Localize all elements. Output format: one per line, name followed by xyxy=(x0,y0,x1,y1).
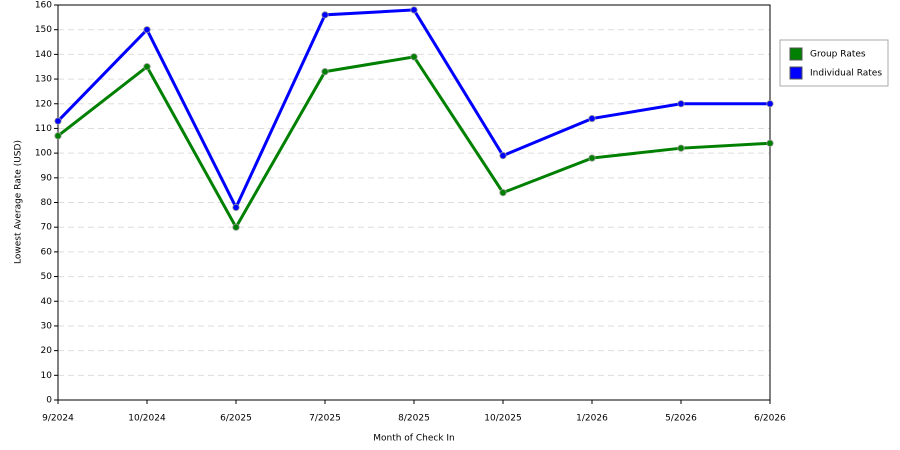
y-tick-label: 20 xyxy=(41,346,53,356)
data-point xyxy=(54,132,62,140)
y-tick-label: 0 xyxy=(46,396,52,406)
data-point xyxy=(232,223,240,231)
y-tick-label: 70 xyxy=(41,223,53,233)
data-point xyxy=(677,100,685,108)
y-tick-label: 30 xyxy=(41,321,53,331)
data-point xyxy=(677,144,685,152)
y-tick-label: 140 xyxy=(35,50,52,60)
x-tick-label: 10/2025 xyxy=(484,414,521,424)
series-line xyxy=(57,55,771,231)
legend-label: Group Rates xyxy=(810,50,866,60)
data-point xyxy=(321,11,329,19)
y-tick-label: 10 xyxy=(41,371,53,381)
x-tick-label: 9/2024 xyxy=(42,414,74,424)
data-point xyxy=(321,68,329,76)
data-point xyxy=(588,154,596,162)
data-point xyxy=(410,53,418,61)
legend-label: Individual Rates xyxy=(810,69,882,79)
y-tick-label: 150 xyxy=(35,25,52,35)
y-tick-label: 110 xyxy=(35,124,52,134)
data-point xyxy=(54,117,62,125)
x-tick-label: 5/2026 xyxy=(665,414,697,424)
x-tick-label: 6/2025 xyxy=(220,414,252,424)
data-point xyxy=(499,189,507,197)
data-point xyxy=(588,114,596,123)
y-tick-label: 50 xyxy=(41,272,53,282)
y-tick-label: 160 xyxy=(35,1,52,11)
legend-swatch xyxy=(789,47,803,61)
y-axis-label: Lowest Average Rate (USD) xyxy=(14,140,24,264)
y-tick-label: 60 xyxy=(41,247,53,257)
legend-swatch xyxy=(789,66,803,80)
data-point xyxy=(232,203,240,212)
y-tick-label: 40 xyxy=(41,297,53,307)
x-tick-label: 10/2024 xyxy=(128,414,166,424)
y-tick-label: 130 xyxy=(35,75,52,85)
x-tick-label: 8/2025 xyxy=(398,414,430,424)
data-point xyxy=(143,63,151,71)
data-point xyxy=(766,139,774,147)
x-tick-label: 1/2026 xyxy=(576,414,608,424)
x-tick-label: 7/2025 xyxy=(309,414,341,424)
x-tick-label: 6/2026 xyxy=(754,414,786,424)
data-point xyxy=(143,26,151,34)
x-axis-label: Month of Check In xyxy=(373,434,455,444)
data-point xyxy=(499,151,507,160)
y-tick-label: 100 xyxy=(35,149,52,159)
y-tick-label: 80 xyxy=(41,198,53,208)
data-point xyxy=(410,6,418,14)
y-tick-label: 120 xyxy=(35,99,52,109)
data-point xyxy=(766,100,774,108)
y-tick-label: 90 xyxy=(41,173,53,183)
